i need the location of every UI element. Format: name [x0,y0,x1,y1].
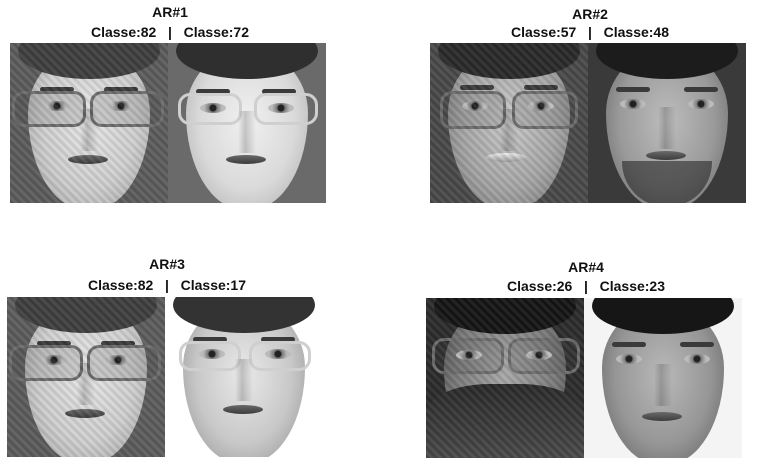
panel-class-labels: Classe:57 | Classe:48 [430,24,750,40]
separator: | [165,277,169,293]
separator: | [588,24,592,40]
face-pair [426,298,742,458]
face-image-left [7,297,165,457]
right-class-label: Classe:17 [180,277,247,293]
panel-title: AR#2 [572,6,608,22]
left-class-label: Classe:82 [87,277,154,293]
face-image-left [426,298,584,458]
panel-ar4: AR#4 Classe:26 | Classe:23 [426,250,746,460]
right-class-label: Classe:23 [599,278,666,294]
panel-ar1: AR#1 Classe:82 | Classe:72 [10,0,330,210]
face-image-right [588,43,746,203]
face-pair [430,43,746,203]
right-class-label: Classe:48 [603,24,670,40]
panel-class-labels: Classe:82 | Classe:72 [10,24,330,40]
face-image-left [430,43,588,203]
panel-ar3: AR#3 Classe:82 | Classe:17 [7,250,327,460]
face-pair [10,43,326,203]
right-class-label: Classe:72 [183,24,250,40]
separator: | [168,24,172,40]
panel-title: AR#1 [152,4,188,20]
panel-title: AR#4 [568,259,604,275]
face-image-right [165,297,323,457]
face-pair [7,297,323,457]
panel-title: AR#3 [149,256,185,272]
left-class-label: Classe:82 [90,24,157,40]
left-class-label: Classe:57 [510,24,577,40]
face-image-right [168,43,326,203]
face-image-left [10,43,168,203]
panel-class-labels: Classe:82 | Classe:17 [7,277,327,293]
panel-class-labels: Classe:26 | Classe:23 [426,278,746,294]
face-image-right [584,298,742,458]
separator: | [584,278,588,294]
left-class-label: Classe:26 [506,278,573,294]
panel-ar2: AR#2 Classe:57 | Classe:48 [430,0,750,210]
